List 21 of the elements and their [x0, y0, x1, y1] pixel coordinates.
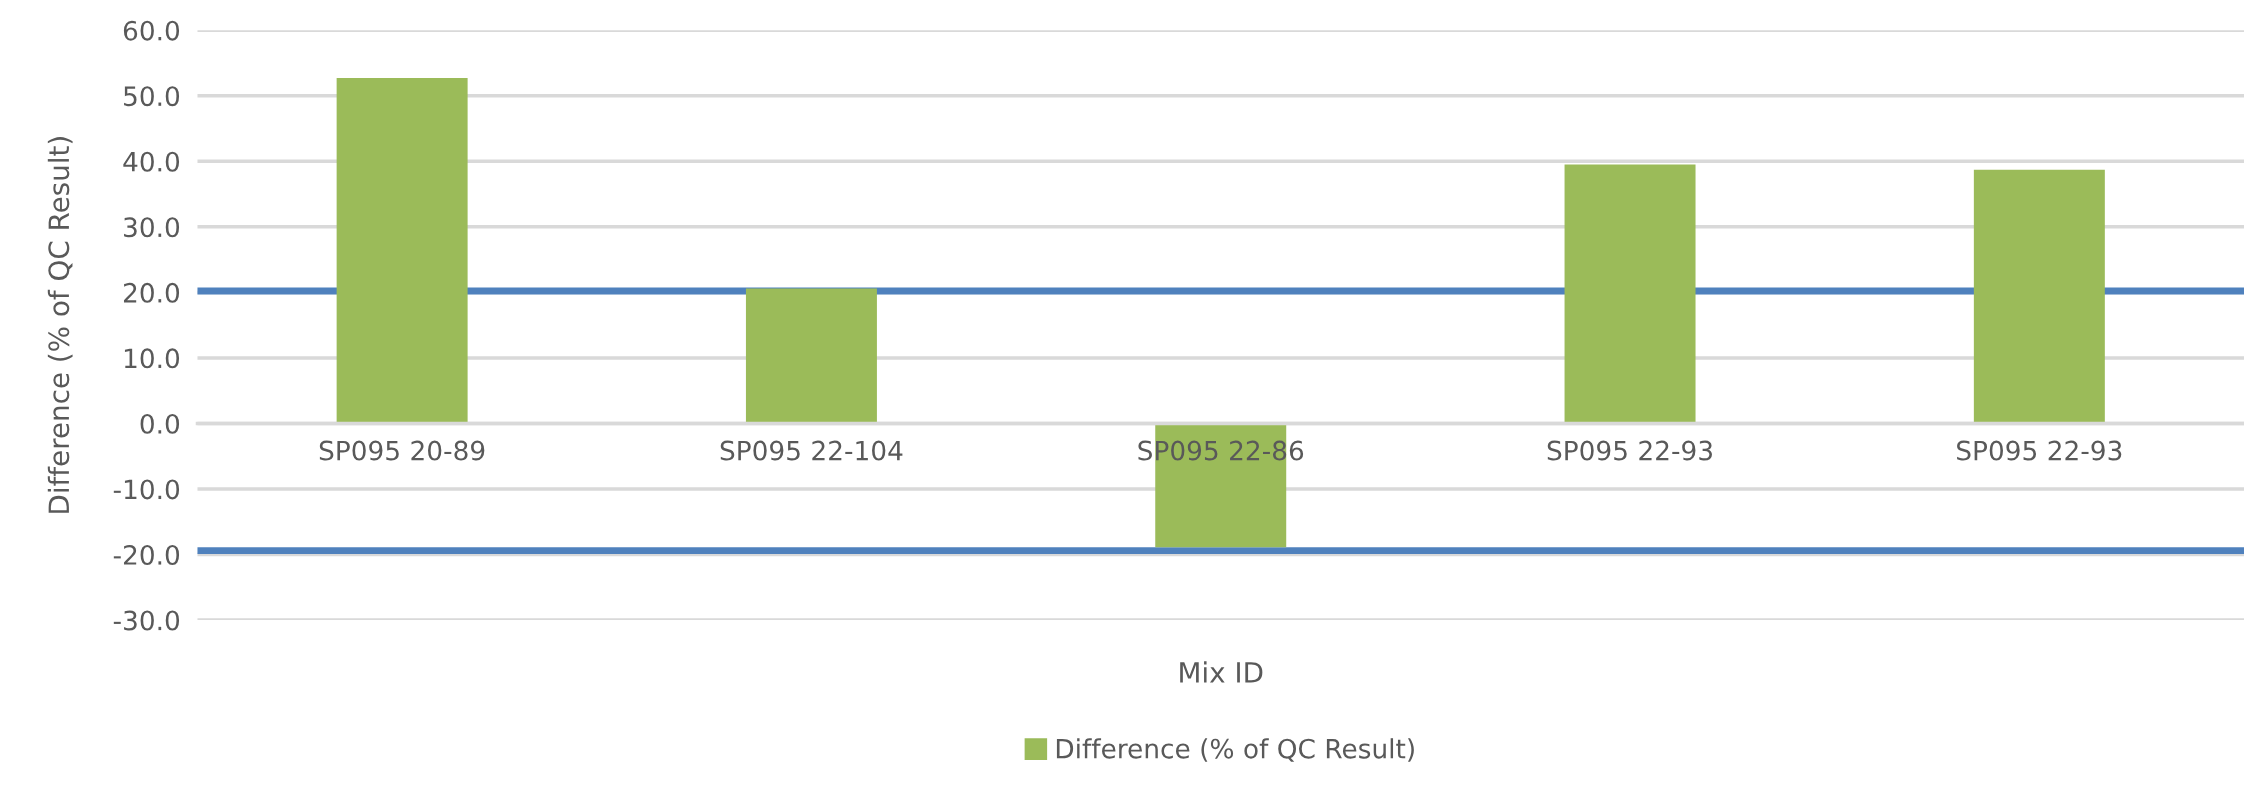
- bar: [336, 78, 468, 424]
- bar: [1564, 164, 1696, 424]
- legend-label: Difference (% of QC Result): [1056, 738, 1414, 762]
- x-axis-title: Mix ID: [1180, 661, 1263, 683]
- x-tick-label: SP095 20-89: [319, 440, 485, 461]
- y-tick-label: -20.0: [113, 544, 180, 565]
- y-tick-label: 0.0: [140, 413, 180, 434]
- x-tick-label: SP095 22-93: [1547, 440, 1712, 461]
- y-tick-label: -30.0: [113, 610, 180, 631]
- y-tick-label: 60.0: [123, 20, 180, 41]
- y-axis-title: Difference (% of QC Result): [47, 137, 73, 513]
- bar: [1973, 169, 2105, 424]
- bar: [745, 288, 877, 424]
- y-tick-label: -10.0: [113, 479, 180, 500]
- y-tick-label: 30.0: [124, 217, 180, 238]
- y-tick-label: 10.0: [124, 348, 180, 369]
- y-tick-label: 20.0: [123, 282, 180, 303]
- y-tick-label: 50.0: [124, 86, 180, 107]
- y-tick-label: 40.0: [123, 151, 180, 172]
- x-tick-label: SP095 22-104: [720, 440, 903, 461]
- x-tick-label: SP095 22-93: [1957, 440, 2122, 461]
